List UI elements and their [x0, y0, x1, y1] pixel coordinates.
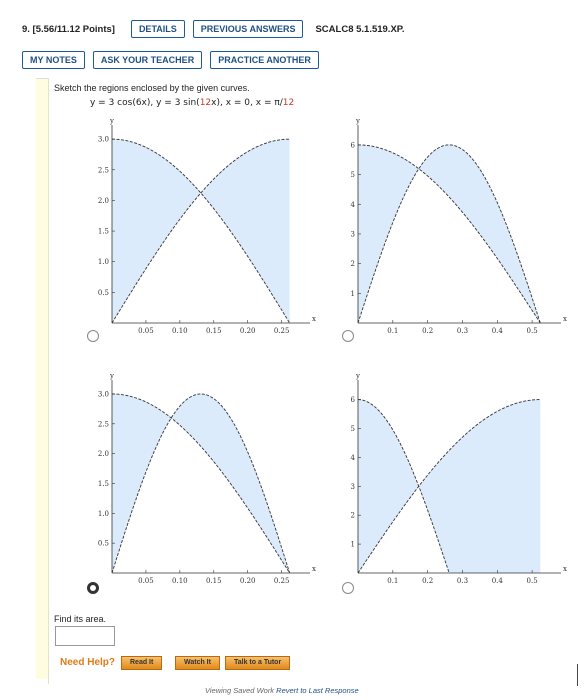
x-tick-label: 0.25	[274, 327, 290, 335]
cosine-curve	[111, 138, 291, 324]
x-tick-label: 0.3	[457, 577, 468, 585]
x-tick-label: 0.1	[387, 577, 398, 585]
x-axis-label: x	[312, 565, 316, 573]
y-tick-label: 2.0	[98, 197, 109, 205]
y-tick-label: 3.0	[98, 136, 109, 144]
cosine-curve	[357, 144, 541, 324]
y-tick-label: 3	[351, 230, 355, 238]
x-axis-label: x	[563, 315, 567, 323]
read-it-button[interactable]: Read It	[121, 656, 163, 670]
y-tick-label: 4	[351, 201, 356, 209]
choice-radio-2[interactable]	[342, 330, 354, 342]
x-tick-label: 0.05	[138, 577, 154, 585]
graph-choice-2: 0.1 0.2 0.3 0.4 0.5 1 2 3 4 5 6 y x	[351, 118, 567, 335]
graph-choice-4: 0.1 0.2 0.3 0.4 0.5 1 2 3 4 5 6 y x	[351, 373, 567, 585]
y-tick-label: 6	[351, 396, 356, 404]
question-reference: SCALC8 5.1.519.XP.	[315, 23, 405, 35]
revert-link[interactable]: Revert to Last Response	[276, 686, 359, 695]
equation-part-a: y = 3 cos(6x), y = 3 sin(	[90, 98, 200, 108]
x-tick-label: 0.4	[492, 327, 504, 335]
enclosed-region	[112, 139, 290, 323]
x-tick-label: 0.4	[492, 577, 504, 585]
details-button[interactable]: DETAILS	[130, 20, 185, 38]
instruction-text: Sketch the regions enclosed by the given…	[54, 83, 250, 93]
cosine-curve	[111, 393, 291, 574]
y-tick-label: 4	[351, 454, 356, 462]
x-tick-label: 0.3	[457, 327, 468, 335]
talk-to-tutor-button[interactable]: Talk to a Tutor	[225, 656, 291, 670]
y-tick-label: 1.0	[98, 258, 109, 266]
y-tick-label: 3	[351, 483, 355, 491]
x-tick-label: 0.25	[274, 577, 290, 585]
cosine-curve	[357, 399, 450, 574]
x-tick-label: 0.2	[422, 577, 433, 585]
x-tick-label: 0.2	[422, 327, 433, 335]
enclosed-region	[358, 144, 541, 323]
x-tick-label: 0.10	[172, 577, 188, 585]
previous-answers-button[interactable]: PREVIOUS ANSWERS	[192, 20, 304, 38]
x-tick-label: 0.10	[172, 327, 188, 335]
footer-status: Viewing Saved Work Revert to Last Respon…	[205, 686, 359, 695]
x-axis-label: x	[312, 315, 316, 323]
y-axis-label: y	[109, 373, 114, 380]
scrollbar-edge	[577, 664, 578, 686]
x-tick-label: 0.5	[527, 327, 538, 335]
x-tick-label: 0.05	[138, 327, 154, 335]
equation-bound: 12	[282, 98, 295, 108]
question-header: 9. [5.56/11.12 Points] DETAILS PREVIOUS …	[22, 20, 405, 38]
y-tick-label: 1.0	[98, 510, 109, 518]
x-tick-label: 0.15	[206, 327, 222, 335]
equation-part-b: x), x = 0, x = π/	[211, 98, 283, 108]
enclosed-region	[358, 399, 541, 573]
y-tick-label: 2	[351, 260, 355, 268]
y-axis-label: y	[355, 373, 360, 380]
y-tick-label: 2.5	[98, 166, 109, 174]
y-tick-label: 0.5	[98, 289, 109, 297]
y-tick-label: 5	[351, 425, 355, 433]
choice-radio-1[interactable]	[87, 330, 99, 342]
need-help-label: Need Help?	[60, 657, 116, 668]
sine-curve	[357, 399, 541, 574]
sine-curve	[111, 138, 290, 324]
equation-coefficient: 12	[199, 98, 212, 108]
equation: y = 3 cos(6x), y = 3 sin(12x), x = 0, x …	[90, 98, 294, 108]
watch-it-button[interactable]: Watch It	[175, 656, 220, 670]
enclosed-region	[112, 393, 290, 573]
choice-radio-4[interactable]	[342, 582, 354, 594]
y-tick-label: 2	[351, 512, 355, 520]
sine-curve	[111, 393, 291, 574]
y-tick-label: 1.5	[98, 480, 109, 488]
y-tick-label: 1.5	[98, 228, 109, 236]
x-axis-label: x	[563, 565, 567, 573]
y-tick-label: 2.5	[98, 420, 109, 428]
y-axis-label: y	[355, 118, 360, 125]
x-tick-label: 0.5	[527, 577, 538, 585]
find-area-label: Find its area.	[54, 614, 107, 624]
y-axis-label: y	[109, 118, 114, 125]
footer-text: Viewing Saved Work	[205, 686, 277, 695]
y-tick-label: 1	[351, 541, 355, 549]
y-tick-label: 2.0	[98, 450, 109, 458]
question-number: 9. [5.56/11.12 Points]	[22, 23, 115, 35]
question-toolbar: MY NOTES ASK YOUR TEACHER PRACTICE ANOTH…	[22, 51, 319, 69]
x-tick-label: 0.15	[206, 577, 222, 585]
x-tick-label: 0.20	[240, 577, 256, 585]
y-tick-label: 5	[351, 171, 355, 179]
area-answer-input[interactable]	[55, 626, 115, 646]
y-tick-label: 6	[351, 141, 356, 149]
choice-radio-3[interactable]	[87, 582, 99, 594]
x-tick-label: 0.20	[240, 327, 256, 335]
ask-teacher-button[interactable]: ASK YOUR TEACHER	[92, 51, 203, 69]
y-tick-label: 1	[351, 290, 355, 298]
graph-choice-1: 0.05 0.10 0.15 0.20 0.25 0.5 1.0 1.5 2.0 2.5 3.0 y x	[98, 118, 316, 335]
graph-choice-3: 0.05 0.10 0.15 0.20 0.25 0.5 1.0 1.5 2.0 2.5 3.0 y x	[98, 373, 316, 585]
y-tick-label: 0.5	[98, 540, 109, 548]
y-tick-label: 3.0	[98, 390, 109, 398]
my-notes-button[interactable]: MY NOTES	[22, 51, 85, 69]
x-tick-label: 0.1	[387, 327, 398, 335]
practice-another-button[interactable]: PRACTICE ANOTHER	[210, 51, 319, 69]
